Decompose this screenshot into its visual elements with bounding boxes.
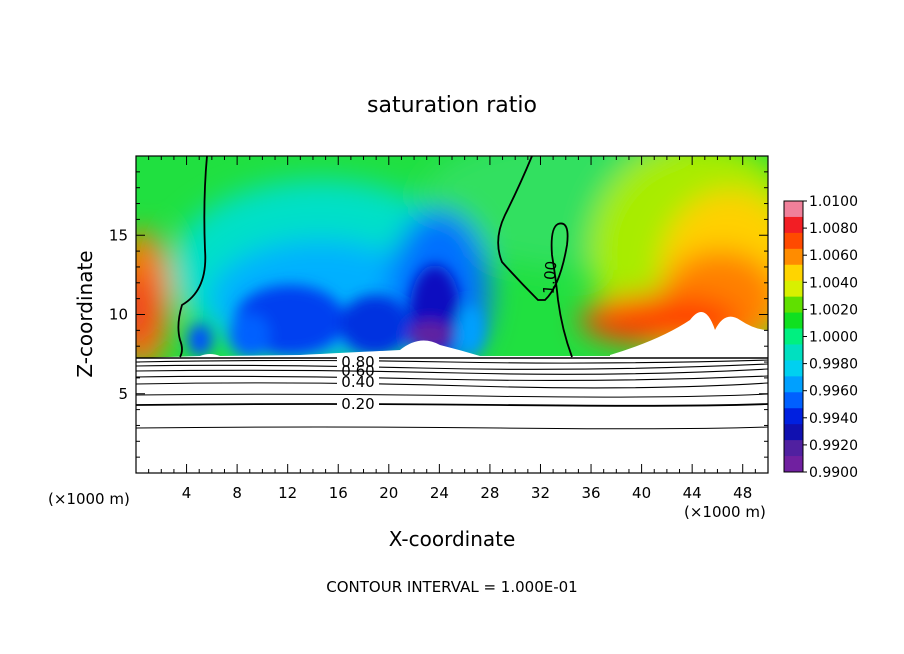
- colorbar-label: 0.9920: [809, 438, 858, 454]
- colorbar-label: 0.9960: [809, 384, 858, 400]
- x-tick-label: 36: [581, 484, 600, 502]
- colorbar-swatch: [784, 264, 803, 282]
- colorbar-swatch: [784, 440, 803, 457]
- colorbar-swatch: [784, 424, 803, 441]
- x-tick-label: 12: [278, 484, 297, 502]
- colorbar-label: 0.9900: [809, 465, 858, 481]
- contour-label-0-20: 0.20: [341, 395, 374, 413]
- colorbar-label: 0.9980: [809, 357, 858, 373]
- colorbar-label: 1.0080: [809, 221, 858, 237]
- colorbar-swatch: [784, 456, 803, 473]
- y-axis-label: Z-coordinate: [73, 250, 97, 377]
- colorbar: 1.0100 1.0080 1.0060 1.0040 1.0020 1.0000 0.99…: [783, 194, 858, 481]
- contour-label-0-80: 0.80: [341, 353, 374, 371]
- y-tick-label: 10: [109, 306, 128, 324]
- x-unit-left: (×1000 m): [48, 490, 130, 508]
- colorbar-label: 1.0020: [809, 302, 858, 318]
- x-tick-label: 32: [531, 484, 550, 502]
- contour-lines: [135, 155, 769, 430]
- colorbar-swatch: [784, 392, 803, 409]
- x-tick-label: 48: [733, 484, 752, 502]
- contour-interval-note: CONTOUR INTERVAL = 1.000E-01: [326, 578, 577, 596]
- x-unit-right: (×1000 m): [684, 503, 766, 521]
- y-tick-label: 15: [109, 226, 128, 244]
- colorbar-swatch: [784, 376, 803, 393]
- x-tick-label: 24: [430, 484, 449, 502]
- colorbar-label: 0.9940: [809, 411, 858, 427]
- contour-labels: 1.00 0.80 0.60 0.40 0.20: [337, 260, 560, 413]
- chart-title: saturation ratio: [367, 93, 537, 118]
- x-axis: 4 8 12 16 20 24 28 32 36 40 44 48: [148, 156, 756, 502]
- colorbar-swatch: [784, 232, 803, 250]
- x-tick-label: 44: [683, 484, 702, 502]
- x-tick-label: 20: [379, 484, 398, 502]
- x-tick-label: 28: [480, 484, 499, 502]
- colorbar-swatch: [784, 201, 803, 218]
- contour-label-1-00: 1.00: [540, 260, 561, 295]
- x-tick-label: 40: [632, 484, 651, 502]
- colorbar-swatch: [784, 312, 803, 330]
- y-axis: 5 10 15: [109, 171, 768, 458]
- contour-label-0-60: 0.60: [341, 362, 374, 380]
- colorbar-swatch: [784, 296, 803, 314]
- colorbar-label: 1.0100: [809, 194, 858, 210]
- x-tick-label: 8: [232, 484, 242, 502]
- colorbar-swatch: [784, 408, 803, 425]
- colorbar-swatch: [784, 328, 803, 345]
- contour-label-0-40: 0.40: [341, 373, 374, 391]
- colorbar-label: 1.0040: [809, 275, 858, 291]
- x-axis-label: X-coordinate: [389, 527, 516, 551]
- saturation-field: [136, 156, 768, 473]
- colorbar-swatch: [784, 248, 803, 266]
- colorbar-swatch: [784, 360, 803, 377]
- colorbar-swatch: [784, 216, 803, 234]
- colorbar-label: 1.0060: [809, 248, 858, 264]
- colorbar-swatch: [784, 344, 803, 361]
- x-tick-label: 16: [329, 484, 348, 502]
- colorbar-swatch: [784, 280, 803, 298]
- y-tick-label: 5: [118, 385, 128, 403]
- x-tick-label: 4: [182, 484, 192, 502]
- colorbar-label: 1.0000: [809, 330, 858, 346]
